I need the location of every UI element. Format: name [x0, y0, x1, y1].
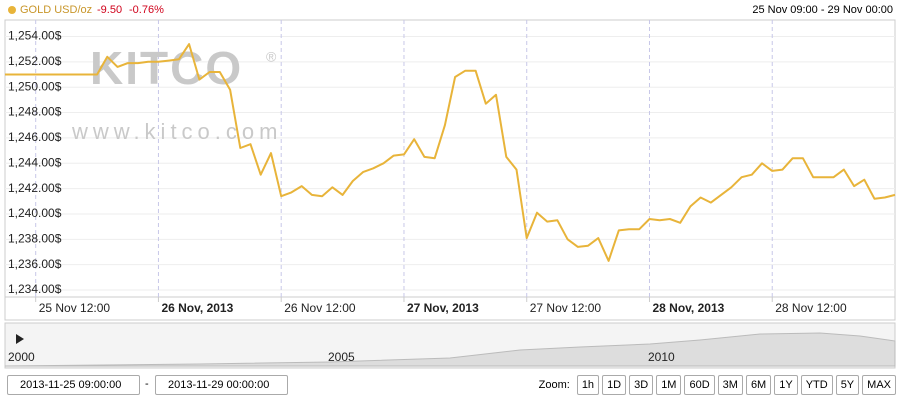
- zoom-button[interactable]: 6M: [745, 375, 772, 395]
- zoom-bar: Zoom: 1h 1D 3D 1M 60D 3M 6M 1Y YTD 5Y MAX: [539, 375, 896, 395]
- x-tick-label: 28 Nov 12:00: [775, 301, 847, 315]
- to-input[interactable]: 2013-11-29 00:00:00: [155, 375, 288, 395]
- y-tick-label: 1,248.00$: [8, 105, 62, 119]
- x-tick-label: 25 Nov 12:00: [39, 301, 111, 315]
- navigator-label: 2000: [8, 350, 35, 364]
- legend-dot: [8, 6, 16, 14]
- zoom-button[interactable]: 5Y: [835, 375, 860, 395]
- navigator-label: 2010: [648, 350, 675, 364]
- play-icon[interactable]: [16, 334, 24, 344]
- zoom-button[interactable]: 1D: [602, 375, 627, 395]
- y-tick-label: 1,234.00$: [8, 282, 62, 296]
- navigator-label: 2005: [328, 350, 355, 364]
- from-input[interactable]: 2013-11-25 09:00:00: [7, 375, 140, 395]
- x-tick-label: 26 Nov, 2013: [161, 301, 233, 315]
- zoom-label: Zoom:: [538, 379, 570, 391]
- y-tick-label: 1,236.00$: [8, 257, 62, 271]
- symbol: GOLD USD/oz: [20, 4, 92, 16]
- zoom-button[interactable]: YTD: [800, 375, 833, 395]
- y-tick-label: 1,244.00$: [8, 155, 62, 169]
- navigator: 2000 2005 2010: [4, 322, 896, 369]
- zoom-button[interactable]: 3D: [629, 375, 654, 395]
- y-tick-label: 1,242.00$: [8, 181, 62, 195]
- chart: GOLD USD/oz -9.50 -0.76% 25 Nov 09:00 - …: [4, 4, 896, 369]
- zoom-button[interactable]: 60D: [684, 375, 715, 395]
- y-tick-label: 1,252.00$: [8, 54, 62, 68]
- y-tick-label: 1,240.00$: [8, 206, 62, 220]
- y-tick-label: 1,238.00$: [8, 231, 62, 245]
- watermark-logo: KITCO: [90, 42, 243, 94]
- zoom-button[interactable]: 1M: [656, 375, 682, 395]
- zoom-button[interactable]: 1h: [576, 375, 600, 395]
- range: 25 Nov 09:00 - 29 Nov 00:00: [752, 4, 893, 16]
- plot-frame: [4, 19, 896, 321]
- change: -9.50: [97, 4, 122, 16]
- watermark-registered: ®: [266, 49, 277, 65]
- zoom-button[interactable]: MAX: [862, 375, 896, 395]
- change-percent: -0.76%: [129, 4, 164, 16]
- zoom-button[interactable]: 1Y: [774, 375, 798, 395]
- x-tick-label: 27 Nov 12:00: [530, 301, 602, 315]
- zoom-button[interactable]: 3M: [717, 375, 743, 395]
- y-tick-label: 1,254.00$: [8, 29, 62, 43]
- watermark-url: www.kitco.com: [71, 119, 282, 144]
- x-tick-label: 28 Nov, 2013: [652, 301, 724, 315]
- separator: -: [145, 378, 149, 390]
- y-tick-label: 1,250.00$: [8, 79, 62, 93]
- price-line: [5, 43, 896, 262]
- x-tick-label: 27 Nov, 2013: [407, 301, 479, 315]
- y-tick-label: 1,246.00$: [8, 130, 62, 144]
- x-tick-label: 26 Nov 12:00: [284, 301, 356, 315]
- navigator-area: [4, 332, 896, 367]
